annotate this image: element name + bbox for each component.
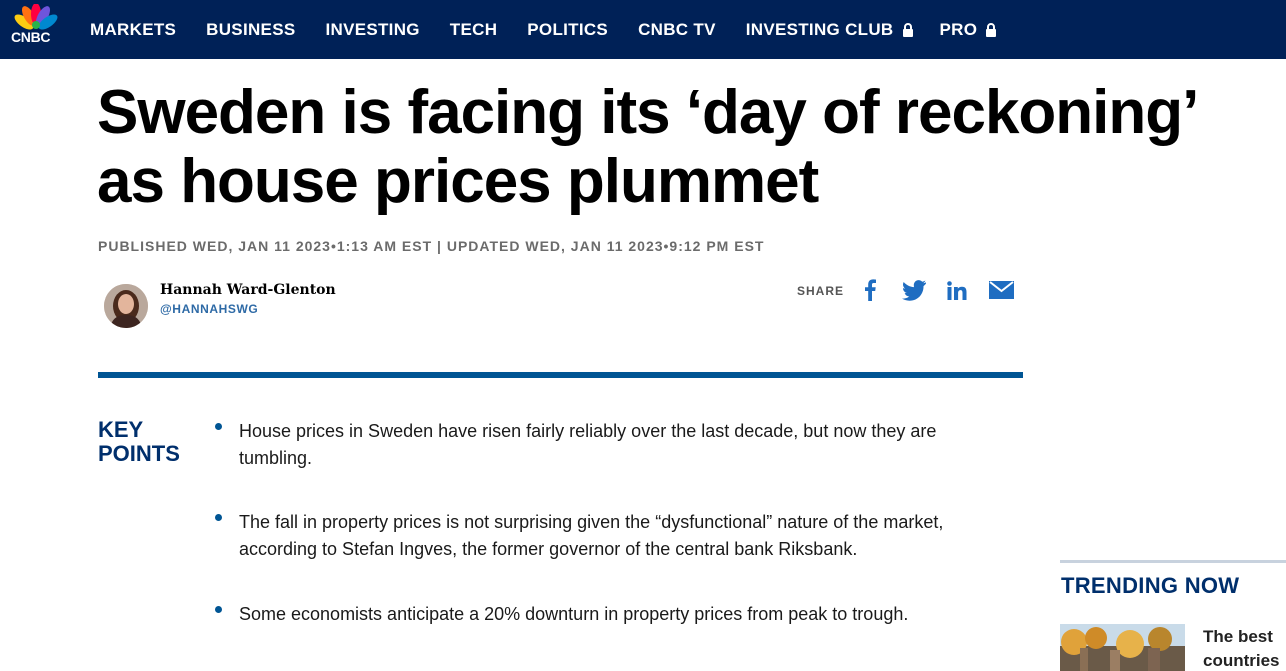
list-item: Some economists anticipate a 20% downtur… (214, 601, 994, 628)
share-label: SHARE (797, 284, 845, 298)
bullet-icon (215, 514, 222, 521)
article-dateline: PUBLISHED WED, JAN 11 2023•1:13 AM EST |… (98, 238, 765, 254)
article-divider (98, 372, 1023, 378)
lock-icon (986, 22, 997, 37)
nav-pro-label: PRO (939, 19, 978, 39)
key-points-list: House prices in Sweden have risen fairly… (214, 418, 994, 665)
nav-tech[interactable]: TECH (449, 19, 498, 39)
author-handle[interactable]: @HANNAHSWG (160, 302, 259, 316)
author-avatar[interactable] (104, 284, 148, 328)
key-point-text: The fall in property prices is not surpr… (239, 512, 944, 559)
trending-item-text[interactable]: The best countries (1203, 625, 1286, 671)
nav-cnbc-tv[interactable]: CNBC TV (638, 19, 716, 39)
cnbc-peacock-logo-icon[interactable] (9, 4, 63, 46)
lock-icon (902, 22, 913, 37)
trending-item-line2: countries (1203, 651, 1280, 670)
bullet-icon (215, 423, 222, 430)
email-icon[interactable] (989, 281, 1014, 299)
nav-investing[interactable]: INVESTING (325, 19, 420, 39)
nav-items: MARKETS BUSINESS INVESTING TECH POLITICS… (90, 0, 1027, 59)
headline-line-2: as house prices plummet (97, 147, 819, 216)
twitter-icon[interactable] (902, 279, 926, 301)
key-points-label: KEY POINTS (98, 418, 180, 466)
article-headline: Sweden is facing its ‘day of reckoning’ … (97, 78, 1286, 216)
list-item: House prices in Sweden have risen fairly… (214, 418, 994, 472)
nav-pro[interactable]: PRO (940, 20, 998, 40)
nav-investing-club[interactable]: INVESTING CLUB (746, 20, 914, 40)
nav-politics[interactable]: POLITICS (527, 19, 609, 39)
trending-item-line1: The best (1203, 627, 1273, 646)
bullet-icon (215, 606, 222, 613)
linkedin-icon[interactable] (947, 281, 967, 300)
key-points-label-line2: POINTS (98, 441, 180, 466)
logo-text: CNBC (11, 29, 51, 45)
list-item: The fall in property prices is not surpr… (214, 509, 994, 563)
trending-now-title: TRENDING NOW (1061, 573, 1240, 598)
author-name[interactable]: Hannah Ward-Glenton (160, 282, 336, 298)
nav-investing-club-label: INVESTING CLUB (745, 19, 894, 39)
top-navigation: CNBC MARKETS BUSINESS INVESTING TECH POL… (0, 0, 1286, 59)
key-point-text: House prices in Sweden have risen fairly… (239, 421, 937, 468)
author-photo-icon (104, 284, 148, 328)
key-points-label-line1: KEY (98, 417, 144, 442)
headline-line-1: Sweden is facing its ‘day of reckoning’ (97, 78, 1199, 147)
facebook-icon[interactable] (861, 279, 879, 301)
trending-image-icon (1060, 624, 1185, 671)
trending-divider (1060, 560, 1286, 563)
nav-markets[interactable]: MARKETS (90, 19, 177, 39)
trending-thumbnail[interactable] (1060, 624, 1185, 671)
nav-business[interactable]: BUSINESS (206, 19, 296, 39)
key-point-text: Some economists anticipate a 20% downtur… (239, 604, 909, 624)
